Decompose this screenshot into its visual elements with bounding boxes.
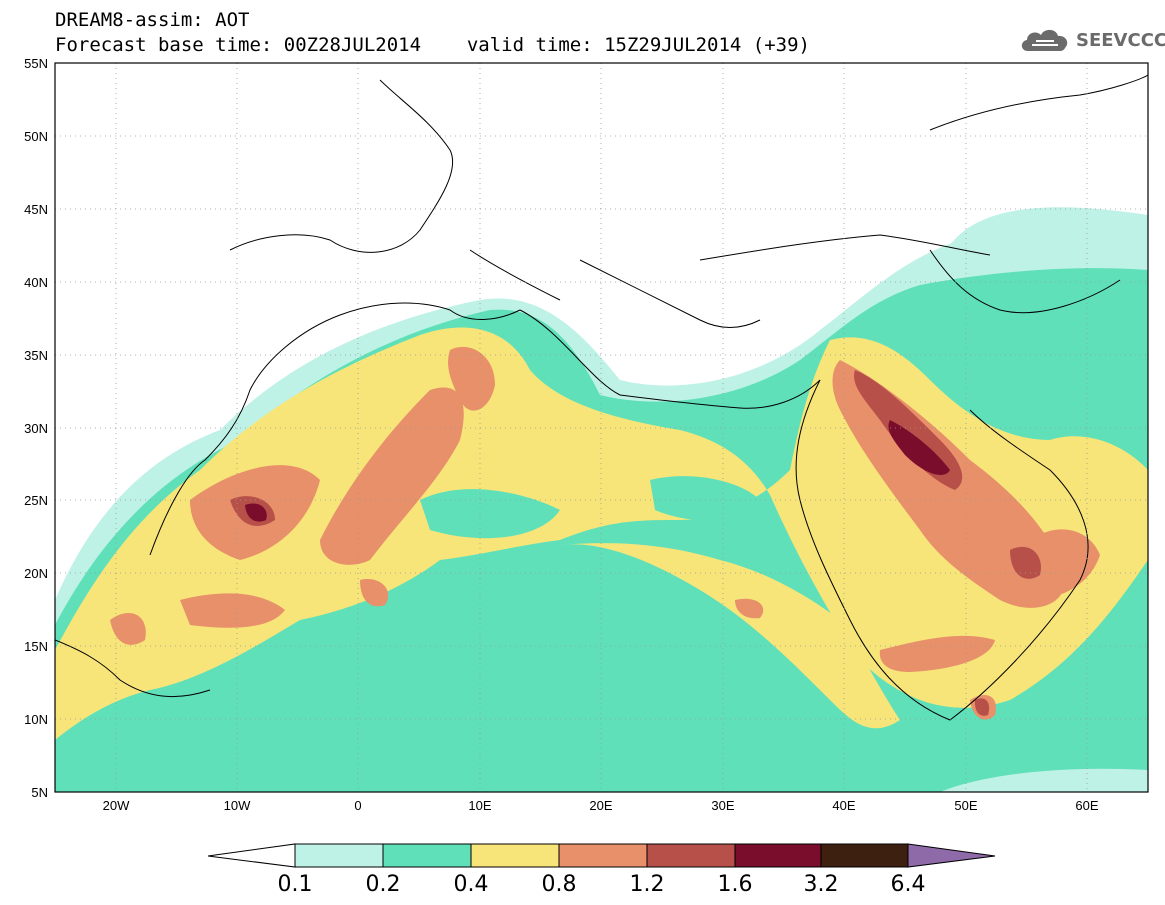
lon-labels: 20W 10W 0 10E 20E 30E 40E 50E 60E	[103, 798, 1099, 813]
forecast-base-time: Forecast base time: 00Z28JUL2014	[55, 34, 422, 56]
colorbar-high-arrow	[907, 843, 996, 868]
lat-label: 25N	[24, 493, 48, 508]
colorbar-tick-label: 0.1	[278, 872, 313, 897]
colorbar-segment	[558, 843, 648, 868]
lat-labels: 55N 50N 45N 40N 35N 30N 25N 20N 15N 10N …	[24, 56, 48, 800]
lon-label: 50E	[954, 798, 977, 813]
colorbar-segment	[734, 843, 822, 868]
gridlines	[55, 63, 1148, 792]
colorbar-low-arrow	[207, 843, 296, 868]
map-title: DREAM8-assim: AOT	[55, 9, 250, 31]
colorbar-tick-label: 1.2	[630, 872, 665, 897]
lat-label: 20N	[24, 566, 48, 581]
valid-time: valid time: 15Z29JUL2014 (+39)	[466, 34, 810, 56]
lon-label: 40E	[832, 798, 855, 813]
lat-label: 50N	[24, 129, 48, 144]
colorbar-segment	[382, 843, 472, 868]
aot-field	[55, 63, 1148, 792]
lon-label: 20W	[103, 798, 130, 813]
colorbar-tick-label: 3.2	[804, 872, 839, 897]
lat-label: 45N	[24, 202, 48, 217]
colorbar: 0.1 0.2 0.4 0.8 1.2 1.6 3.2 6.4	[207, 843, 996, 897]
colorbar-segment	[646, 843, 736, 868]
colorbar-tick-label: 0.4	[454, 872, 489, 897]
lat-label: 35N	[24, 348, 48, 363]
lat-label: 10N	[24, 712, 48, 727]
time-info: Forecast base time: 00Z28JUL2014 valid t…	[55, 35, 810, 55]
seevccc-logo: SEEVCCC	[1018, 25, 1165, 55]
lon-label: 60E	[1075, 798, 1098, 813]
lat-label: 40N	[24, 275, 48, 290]
lon-label: 0	[354, 798, 361, 813]
lon-label: 30E	[711, 798, 734, 813]
lat-label: 5N	[31, 785, 48, 800]
lat-label: 15N	[24, 639, 48, 654]
colorbar-tick-label: 1.6	[718, 872, 753, 897]
colorbar-tick-label: 0.8	[542, 872, 577, 897]
map-frame	[54, 62, 1149, 793]
logo-text: SEEVCCC	[1076, 30, 1165, 51]
colorbar-segment	[294, 843, 384, 868]
cloud-icon	[1021, 29, 1068, 51]
lon-label: 10E	[468, 798, 491, 813]
colorbar-tick-label: 0.2	[366, 872, 401, 897]
lon-label: 20E	[589, 798, 612, 813]
colorbar-segment	[820, 843, 909, 868]
lon-label: 10W	[224, 798, 251, 813]
colorbar-tick-label: 6.4	[891, 872, 926, 897]
colorbar-segment	[470, 843, 560, 868]
lat-label: 55N	[24, 56, 48, 71]
lat-label: 30N	[24, 421, 48, 436]
